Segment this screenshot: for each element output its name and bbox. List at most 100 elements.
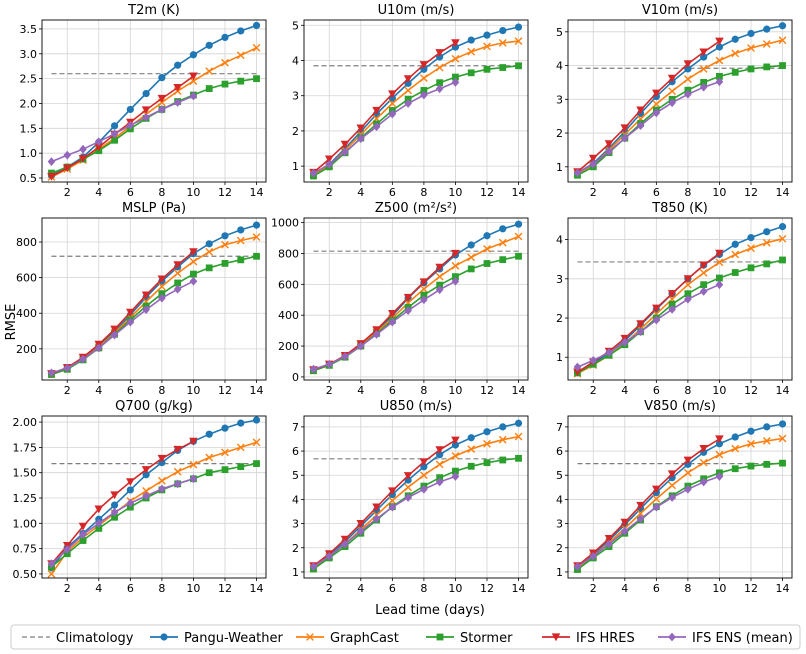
data-point [668,304,676,314]
x-tick-label: 12 [744,384,758,397]
data-point [636,121,645,131]
series-line [313,252,456,371]
data-point [652,108,661,118]
data-point [731,269,739,276]
data-point [436,281,444,289]
data-point [221,240,229,249]
data-point [499,225,507,233]
data-point [668,98,676,108]
data-point [372,122,381,132]
data-point [388,90,397,99]
data-point [636,509,645,518]
data-point [652,100,661,108]
x-tick-label: 4 [621,186,628,199]
x-tick-label: 14 [776,582,790,595]
data-point [372,106,381,115]
y-tick-label: 1 [292,566,299,579]
data-point [684,294,692,304]
data-point [699,48,708,57]
y-axis-title: RMSE [4,304,19,341]
data-point [573,362,582,372]
y-tick-label: 4 [556,234,563,247]
data-point [699,82,708,92]
x-tick-label: 8 [420,384,427,397]
series-graphcast [573,434,787,573]
data-point [126,498,135,508]
data-point [47,368,56,378]
panel-q700-g-kg: 2 4 6 8 10 12 14 0.50 0.75 1.00 1.25 1.50 1.75 2.00 Q7… [13,399,267,595]
data-point [636,514,645,524]
series-line [577,475,720,568]
x-tick-label: 8 [158,384,165,397]
panel-title: T2m (K) [127,3,180,18]
data-point [420,87,428,94]
x-tick-label: 4 [95,582,102,595]
data-point [499,423,507,431]
series-line [313,475,456,568]
data-point [778,22,787,30]
data-point [715,77,724,87]
data-point [404,306,412,315]
data-point [158,290,166,298]
data-point [173,98,182,107]
data-point [699,269,708,277]
data-point [573,168,582,178]
data-point [435,84,444,94]
data-point [483,65,491,73]
data-point [715,472,724,481]
x-tick-label: 14 [250,384,264,397]
panel-title: U10m (m/s) [378,3,455,18]
data-point [667,74,677,83]
data-point [221,33,229,41]
data-point [173,269,182,278]
data-point [372,503,381,512]
data-point [205,430,213,438]
panel-z500-m-s: 2 4 6 8 10 12 14 0 200 400 600 800 1000 Z500 (m²/s²) [271,201,529,397]
data-point [605,348,613,357]
data-point [715,37,724,46]
y-tick-label: 2.0 [20,97,38,110]
x-tick-label: 10 [186,582,200,595]
plot-frame [567,217,793,381]
data-point [451,261,460,270]
data-point [700,79,708,86]
series-ifs-ens-mean [573,77,724,178]
panel-mslp-pa: 2 4 6 8 10 12 14 200 400 600 800 MSLP (Pa) [16,201,267,397]
data-point [157,275,167,284]
data-point [110,501,119,509]
data-point [110,325,119,334]
data-point [252,21,261,30]
data-point [309,562,318,572]
data-point [515,454,522,462]
data-point [699,65,708,73]
data-point [356,519,366,528]
data-point [340,140,350,149]
data-point [237,463,245,471]
y-tick-label: 0.75 [13,543,38,556]
data-point [483,260,491,267]
data-point [79,530,87,539]
data-point [604,140,614,149]
data-point [388,109,397,119]
data-point [341,539,349,549]
data-point [573,368,582,377]
series-ifs-hres [47,72,198,181]
x-tick-label: 12 [480,186,494,199]
data-point [715,440,724,448]
legend-label: Pangu-Weather [184,631,284,646]
data-point [483,232,491,240]
x-tick-label: 8 [420,186,427,199]
y-tick-label: 1 [556,566,563,579]
data-point [715,56,724,65]
data-point [589,159,598,169]
data-point [483,428,491,436]
plot-frame [41,19,267,183]
plot-frame [303,217,529,381]
legend-label: Stormer [460,631,513,646]
y-tick-label: 1.25 [13,492,38,505]
data-point [94,137,103,147]
data-point [189,276,198,286]
